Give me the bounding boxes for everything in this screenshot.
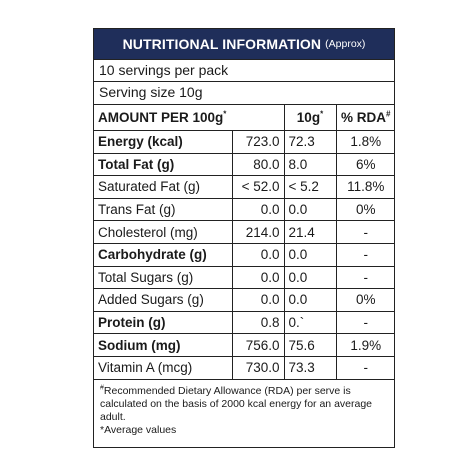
column-header-amount: AMOUNT PER 100g* <box>94 104 285 131</box>
value-per-10g: 0.0 <box>283 242 337 267</box>
nutrient-name: Added Sugars (g) <box>94 288 233 312</box>
value-rda: 1.9% <box>335 333 395 357</box>
value-per-10g: 8.0 <box>283 152 337 177</box>
value-per-100g: 730.0 <box>231 355 285 380</box>
table-row: Total Fat (g) 80.0 8.0 6% <box>94 152 395 177</box>
table-row: Saturated Fat (g) < 52.0 < 5.2 11.8% <box>94 175 395 199</box>
nutrition-table: AMOUNT PER 100g* 10g* % RDA# Energy (kca… <box>94 104 395 380</box>
value-per-10g: 75.6 <box>283 333 337 357</box>
nutrient-name: Protein (g) <box>94 310 233 335</box>
table-row: Energy (kcal) 723.0 72.3 1.8% <box>94 130 395 154</box>
value-rda: - <box>335 265 395 290</box>
value-per-10g: 72.3 <box>283 130 337 154</box>
value-per-100g: 0.0 <box>231 197 285 222</box>
footnote-rda: #Recommended Dietary Allowance (RDA) per… <box>100 384 373 423</box>
header-title: NUTRITIONAL INFORMATION <box>122 36 322 52</box>
value-per-100g: 214.0 <box>231 220 285 244</box>
value-per-10g: < 5.2 <box>283 175 337 199</box>
nutrient-name: Cholesterol (mg) <box>94 220 233 244</box>
nutrition-header: NUTRITIONAL INFORMATION (Approx) <box>94 29 394 60</box>
nutrient-name: Trans Fat (g) <box>94 197 233 222</box>
value-per-10g: 0.0 <box>283 265 337 290</box>
value-per-100g: 723.0 <box>231 130 285 154</box>
value-rda: - <box>335 242 395 267</box>
value-rda: 0% <box>335 197 395 222</box>
column-header-rda: % RDA# <box>335 104 395 131</box>
value-per-10g: 0.0 <box>283 288 337 312</box>
table-row: Added Sugars (g) 0.0 0.0 0% <box>94 288 395 312</box>
table-row: Vitamin A (mcg) 730.0 73.3- <box>94 355 395 380</box>
table-row: Carbohydrate (g) 0.0 0.0- <box>94 242 395 267</box>
footnote-average: *Average values <box>100 423 177 436</box>
value-per-100g: 0.0 <box>231 242 285 267</box>
table-row: Sodium (mg) 756.0 75.6 1.9% <box>94 333 395 357</box>
value-rda: 1.8% <box>335 130 395 154</box>
nutrient-name: Energy (kcal) <box>94 130 233 154</box>
value-rda: - <box>335 310 395 335</box>
value-rda: - <box>335 355 395 380</box>
nutrient-name: Vitamin A (mcg) <box>94 355 233 380</box>
value-per-100g: 0.8 <box>231 310 285 335</box>
value-rda: 6% <box>335 152 395 177</box>
value-per-100g: 756.0 <box>231 333 285 357</box>
servings-per-pack: 10 servings per pack <box>94 60 394 82</box>
value-rda: 11.8% <box>335 175 395 199</box>
value-per-10g: 21.4 <box>283 220 337 244</box>
value-per-100g: < 52.0 <box>231 175 285 199</box>
nutrient-name: Carbohydrate (g) <box>94 242 233 267</box>
table-row: Protein (g) 0.8 0.` - <box>94 310 395 335</box>
nutrient-name: Total Fat (g) <box>94 152 233 177</box>
value-rda: - <box>335 220 395 244</box>
nutrient-name: Total Sugars (g) <box>94 265 233 290</box>
value-per-10g: 73.3 <box>283 355 337 380</box>
nutrition-panel: NUTRITIONAL INFORMATION (Approx) 10 serv… <box>93 28 395 448</box>
value-per-100g: 0.0 <box>231 288 285 312</box>
column-header-per-serving: 10g* <box>283 104 337 131</box>
value-per-100g: 80.0 <box>231 152 285 177</box>
table-row: Total Sugars (g) 0.0 0.0- <box>94 265 395 290</box>
nutrient-name: Sodium (mg) <box>94 333 233 357</box>
value-rda: 0% <box>335 288 395 312</box>
header-approx: (Approx) <box>325 38 366 50</box>
serving-size: Serving size 10g <box>99 84 203 100</box>
table-header-row: AMOUNT PER 100g* 10g* % RDA# <box>94 104 395 131</box>
value-per-10g: 0.` <box>283 310 337 335</box>
value-per-100g: 0.0 <box>231 265 285 290</box>
footnote: #Recommended Dietary Allowance (RDA) per… <box>94 380 394 437</box>
table-row: Cholesterol (mg) 214.0 21.4- <box>94 220 395 244</box>
nutrient-name: Saturated Fat (g) <box>94 175 233 199</box>
table-row: Trans Fat (g) 0.0 0.0 0% <box>94 197 395 222</box>
value-per-10g: 0.0 <box>283 197 337 222</box>
